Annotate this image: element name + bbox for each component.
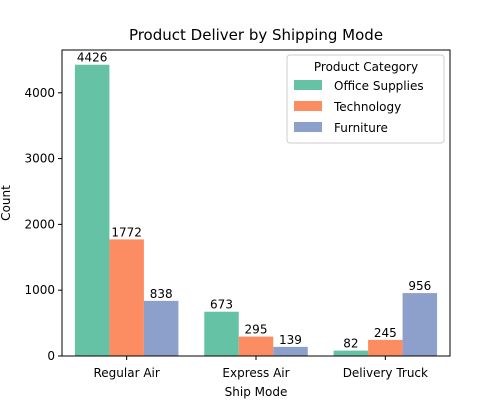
chart-title: Product Deliver by Shipping Mode: [129, 26, 383, 44]
x-tick-label: Express Air: [222, 366, 289, 380]
y-tick-label: 0: [47, 349, 55, 363]
value-label: 295: [245, 323, 268, 337]
x-tick-label: Delivery Truck: [343, 366, 428, 380]
x-tick-label: Regular Air: [94, 366, 160, 380]
bar-office-supplies-delivery-truck: [333, 350, 369, 356]
bar-furniture-express-air: [273, 346, 308, 356]
bar-technology-regular-air: [109, 239, 144, 356]
legend-swatch: [294, 101, 322, 111]
bar-office-supplies-express-air: [204, 311, 239, 356]
x-axis: Regular Air Express Air Delivery Truck: [94, 356, 428, 380]
legend-box: [286, 54, 445, 144]
y-axis-label: Count: [0, 185, 13, 221]
y-tick-label: 2000: [24, 217, 55, 231]
legend-label: Technology: [333, 100, 401, 114]
legend-swatch: [294, 122, 322, 132]
value-label: 245: [374, 326, 397, 340]
bar-furniture-delivery-truck: [402, 293, 438, 356]
legend-label: Office Supplies: [334, 79, 424, 93]
legend-label: Furniture: [334, 121, 388, 135]
bars-layer: [74, 64, 438, 356]
value-labels-layer: 4426 673 82 1772 295 245 838 139 956: [77, 51, 431, 351]
legend: Product Category Office Supplies Technolo…: [286, 54, 445, 144]
value-label: 673: [210, 298, 233, 312]
bar-technology-delivery-truck: [368, 339, 403, 356]
legend-swatch: [294, 80, 322, 90]
value-label: 956: [408, 279, 431, 293]
legend-entries: Office Supplies Technology Furniture: [294, 79, 424, 135]
y-tick-label: 3000: [24, 152, 55, 166]
x-axis-label: Ship Mode: [225, 385, 288, 399]
bar-office-supplies-regular-air: [74, 64, 110, 356]
bar-furniture-regular-air: [143, 300, 179, 356]
value-label: 1772: [111, 225, 142, 239]
y-axis: 0 1000 2000 3000 4000: [24, 86, 62, 363]
bar-technology-express-air: [238, 336, 274, 356]
y-tick-label: 1000: [24, 283, 55, 297]
legend-title: Product Category: [314, 60, 418, 74]
value-label: 82: [343, 337, 358, 351]
y-tick-label: 4000: [24, 86, 55, 100]
value-label: 139: [279, 333, 302, 347]
value-label: 838: [150, 287, 173, 301]
value-label: 4426: [77, 51, 108, 65]
